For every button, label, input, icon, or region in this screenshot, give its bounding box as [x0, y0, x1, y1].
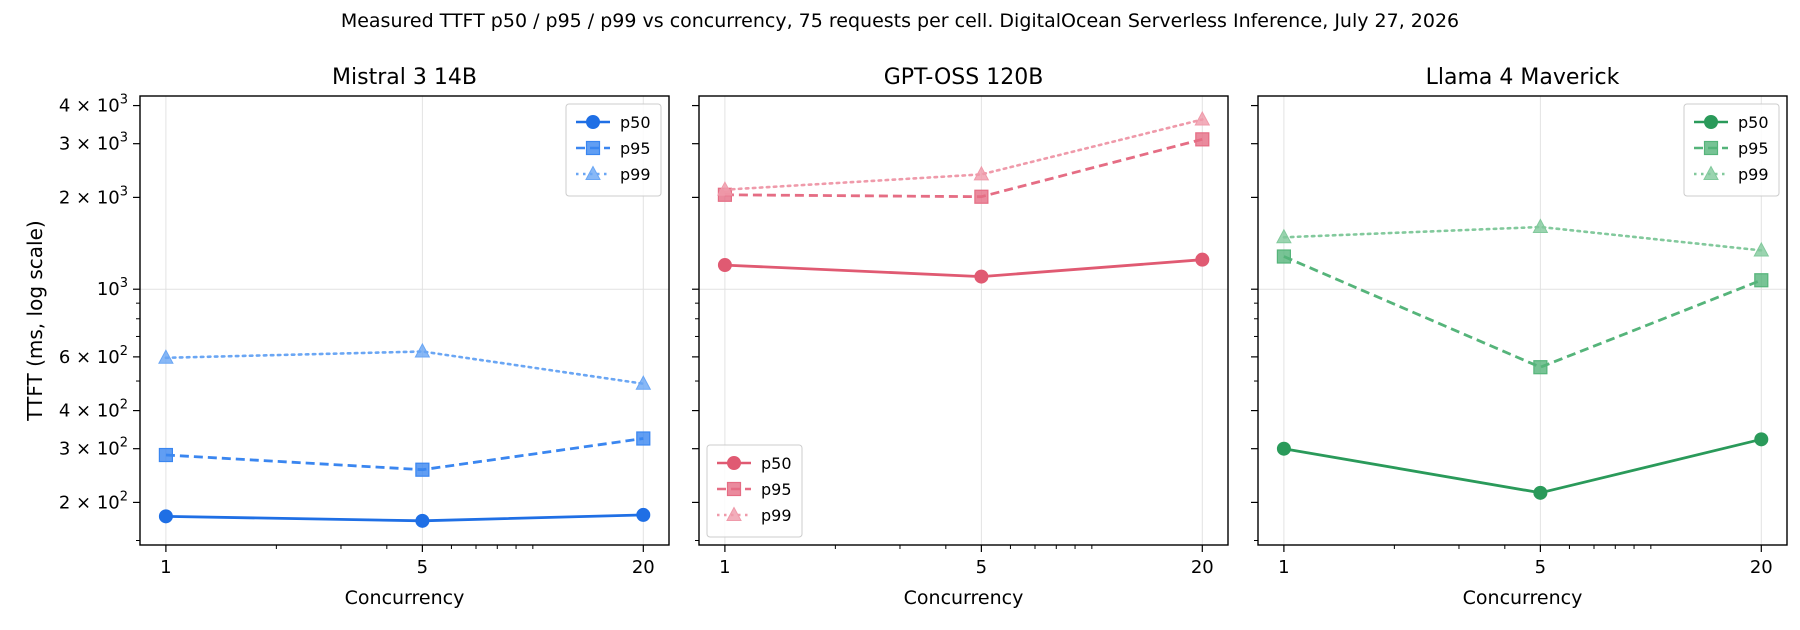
y-axis-label: TTFT (ms, log scale)	[23, 220, 47, 421]
legend-label-p95: p95	[620, 139, 651, 158]
x-tick-label: 1	[160, 557, 171, 578]
legend-marker-p99	[585, 165, 601, 180]
y-tick-label: 2 × 103	[59, 184, 128, 208]
y-tick-label: 3 × 103	[59, 131, 128, 155]
legend-label-p99: p99	[1738, 165, 1769, 184]
series-line-p99	[723, 118, 1204, 191]
data-point-p99	[414, 342, 431, 358]
data-point-p95	[1276, 249, 1291, 264]
legend-label-p95: p95	[761, 480, 792, 499]
legend-marker-p95	[585, 140, 601, 156]
x-axis-label: Concurrency	[904, 587, 1024, 609]
data-point-p99	[1532, 218, 1549, 233]
chart-panel-2: 1 5 20 GPT-OSS 120B Concurrency p50 p95 p99	[692, 65, 1229, 609]
series-line-p50	[165, 513, 644, 523]
series-line-p99	[164, 350, 645, 386]
x-tick-label: 1	[719, 557, 730, 578]
chart-panel-1: 1 5 20 2 × 102 3 × 102 4 × 102 6 × 102 103 2 × 1…	[23, 65, 670, 609]
legend-label-p50: p50	[1738, 113, 1769, 132]
panel-title: Llama 4 Maverick	[1426, 65, 1620, 90]
legend-marker-p95	[726, 481, 742, 497]
legend-marker-p50	[586, 115, 600, 129]
legend-marker-p99	[1703, 165, 1719, 180]
y-tick-label: 4 × 102	[59, 398, 128, 422]
x-tick-label: 5	[976, 557, 987, 578]
series-line-p95	[724, 137, 1203, 199]
data-point-p95	[1754, 273, 1769, 288]
y-tick-label: 4 × 103	[59, 93, 128, 117]
data-point-p50	[415, 513, 430, 528]
data-point-p50	[1754, 432, 1769, 447]
data-point-p99	[717, 181, 733, 196]
data-point-p95	[415, 462, 430, 477]
data-point-p50	[1195, 252, 1210, 267]
data-point-p50	[1533, 485, 1548, 500]
panel-title: GPT-OSS 120B	[884, 65, 1044, 90]
legend-label-p50: p50	[761, 454, 792, 473]
x-tick-label: 1	[1278, 557, 1289, 578]
data-point-p50	[974, 269, 989, 284]
legend-label-p50: p50	[620, 113, 651, 132]
data-point-p50	[717, 258, 732, 273]
legend-label-p99: p99	[620, 165, 651, 184]
y-tick-label: 6 × 102	[59, 344, 128, 368]
y-tick-label: 3 × 102	[59, 436, 128, 460]
x-axis-label: Concurrency	[345, 587, 465, 609]
y-tick-label: 103	[97, 276, 128, 300]
data-point-p99	[635, 375, 652, 390]
legend-marker-p95	[1703, 140, 1719, 156]
data-point-p99	[1753, 241, 1770, 257]
y-tick-label: 2 × 102	[59, 489, 128, 513]
legend-label-p99: p99	[761, 506, 792, 525]
series-line-p50	[1283, 437, 1762, 495]
data-point-p50	[1276, 441, 1291, 456]
x-tick-label: 20	[1191, 557, 1214, 578]
plot-frame	[139, 95, 670, 546]
data-point-p99	[1276, 228, 1292, 244]
data-point-p99	[973, 165, 990, 181]
x-tick-label: 5	[1535, 557, 1546, 578]
data-point-p95	[636, 431, 651, 446]
x-tick-label: 20	[1750, 557, 1773, 578]
series-line-p99	[1282, 225, 1763, 252]
legend-marker-p99	[726, 506, 742, 521]
data-point-p50	[158, 509, 173, 524]
data-point-p95	[974, 189, 989, 204]
data-point-p95	[158, 447, 173, 463]
legend-marker-p50	[1704, 115, 1718, 129]
chart-panel-3: 1 5 20 Llama 4 Maverick Concurrency p50 p95 p99	[1251, 65, 1788, 609]
series-line-p50	[724, 258, 1203, 279]
plot-frame	[698, 95, 1229, 546]
data-point-p95	[1195, 132, 1210, 147]
x-axis-label: Concurrency	[1463, 587, 1583, 609]
data-point-p50	[636, 507, 651, 522]
panel-title: Mistral 3 14B	[332, 65, 477, 90]
data-point-p99	[1194, 110, 1211, 126]
figure-title: Measured TTFT p50 / p95 / p99 vs concurr…	[341, 10, 1459, 32]
data-point-p95	[1533, 360, 1548, 375]
series-line-p95	[1283, 255, 1762, 369]
legend-marker-p50	[727, 456, 741, 470]
series-line-p95	[165, 437, 644, 472]
x-tick-label: 20	[632, 557, 655, 578]
legend-label-p95: p95	[1738, 139, 1769, 158]
x-tick-label: 5	[417, 557, 428, 578]
data-point-p99	[158, 349, 174, 364]
plot-frame	[1257, 95, 1788, 546]
